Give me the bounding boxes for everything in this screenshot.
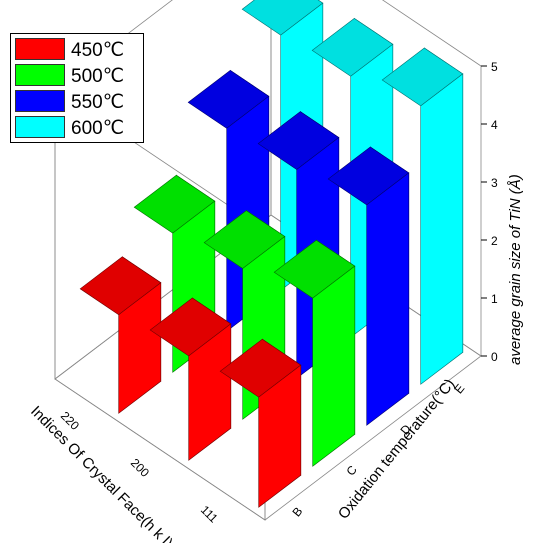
legend-swatch-600 — [15, 116, 65, 138]
legend-label-450: 450℃ — [71, 40, 125, 61]
bars-group — [79, 0, 464, 508]
legend-label-500: 500℃ — [71, 66, 125, 87]
bar-front — [420, 73, 464, 385]
legend-item-450: 450℃ — [15, 38, 141, 61]
bar-500℃-111 — [273, 239, 356, 467]
x-tick-label: C — [343, 463, 360, 479]
legend-item-550: 550℃ — [15, 90, 141, 113]
y-tick-label: 200 — [128, 456, 152, 480]
z-tick-label: 5 — [491, 60, 498, 74]
z-tick-label: 1 — [491, 292, 498, 306]
legend-item-500: 500℃ — [15, 64, 141, 87]
legend-swatch-550 — [15, 90, 65, 112]
legend-label-600: 600℃ — [71, 118, 125, 139]
bar-front — [312, 265, 356, 467]
legend-item-600: 600℃ — [15, 116, 141, 139]
z-tick-label: 2 — [491, 234, 498, 248]
bar-front — [188, 323, 232, 461]
x-tick-label: B — [289, 504, 305, 519]
z-tick-label: 4 — [491, 118, 498, 132]
bar-front — [118, 282, 162, 414]
legend-swatch-450 — [15, 38, 65, 60]
bar-600℃-111 — [381, 47, 464, 385]
bar-front — [366, 172, 410, 426]
legend-label-550: 550℃ — [71, 92, 125, 113]
z-tick-label: 3 — [491, 176, 498, 190]
z-tick-label: 0 — [491, 350, 498, 364]
bar-450℃-220 — [79, 256, 162, 414]
bar-450℃-200 — [149, 297, 232, 461]
bar-550℃-111 — [327, 146, 410, 426]
bar-front — [258, 364, 302, 508]
legend: 450℃ 500℃ 550℃ 600℃ — [10, 33, 144, 143]
z-axis-label: average grain size of TiN (Å) — [507, 174, 524, 365]
y-tick-label: 111 — [198, 503, 221, 526]
y-axis-label: Indices Of Crystal Face(h k l) — [27, 403, 176, 543]
bar-450℃-111 — [219, 338, 302, 508]
legend-swatch-500 — [15, 64, 65, 86]
